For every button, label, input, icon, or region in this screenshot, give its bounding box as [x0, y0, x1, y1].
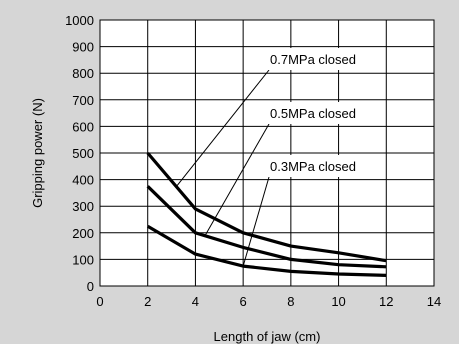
y-tick-label: 0 [87, 279, 94, 294]
x-tick-label: 10 [331, 294, 345, 309]
annotation-box-0 [265, 48, 383, 70]
y-tick-label: 700 [72, 93, 94, 108]
annotation-box-1 [265, 102, 383, 124]
series-line-2 [146, 224, 387, 277]
x-tick-labels: 0 2 4 6 8 10 12 14 [96, 294, 441, 309]
annotation-label-2: 0.3MPa closed [270, 159, 356, 174]
y-tick-label: 500 [72, 146, 94, 161]
y-tick-label: 100 [72, 252, 94, 267]
series-annotations: 0.7MPa closed 0.5MPa closed 0.3MPa closed [175, 48, 383, 267]
plot-frame [99, 19, 435, 287]
x-axis-label: Length of jaw (cm) [214, 329, 321, 344]
y-axis-label: Gripping power (N) [30, 98, 45, 208]
series-line-0 [146, 151, 387, 263]
y-tick-label: 1000 [65, 13, 94, 28]
annotation-leader-0 [175, 69, 270, 187]
annotation-label-1: 0.5MPa closed [270, 106, 356, 121]
y-tick-label: 900 [72, 40, 94, 55]
x-tick-label: 4 [192, 294, 199, 309]
annotation-box-2 [265, 155, 383, 177]
x-tick-label: 14 [427, 294, 441, 309]
x-tick-label: 8 [287, 294, 294, 309]
y-tick-label: 400 [72, 173, 94, 188]
y-tick-label: 300 [72, 199, 94, 214]
y-tick-labels: 0 100 200 300 400 500 600 700 800 900 1000 [65, 13, 94, 294]
x-tick-label: 0 [96, 294, 103, 309]
y-tick-label: 600 [72, 119, 94, 134]
annotation-leader-2 [242, 176, 270, 267]
y-tick-label: 200 [72, 226, 94, 241]
y-tick-label: 800 [72, 66, 94, 81]
x-tick-label: 6 [240, 294, 247, 309]
series-line-1 [146, 185, 387, 269]
annotation-leader-1 [204, 123, 270, 236]
x-tick-label: 2 [144, 294, 151, 309]
data-series [146, 151, 387, 277]
annotation-label-0: 0.7MPa closed [270, 52, 356, 67]
x-tick-label: 12 [379, 294, 393, 309]
